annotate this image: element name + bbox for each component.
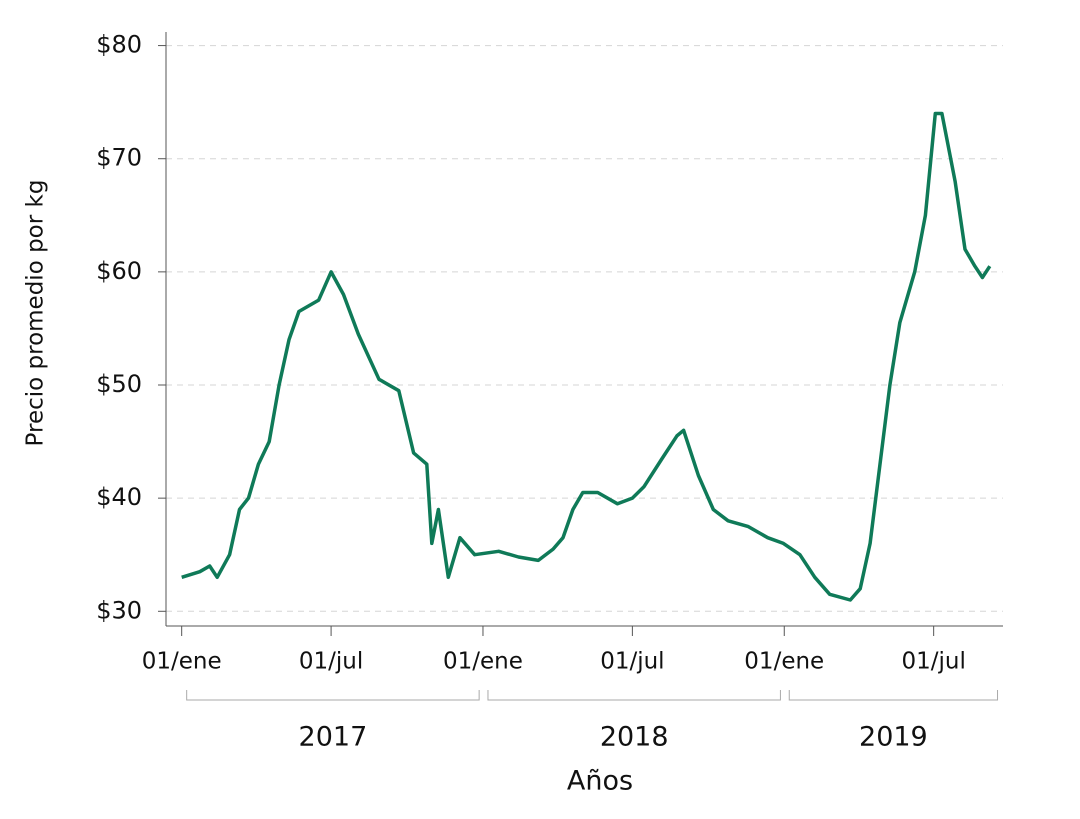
year-label: 2018: [600, 722, 669, 753]
y-tick-label: $80: [96, 31, 142, 59]
y-tick-label: $50: [96, 370, 142, 398]
year-label: 2017: [299, 722, 368, 753]
y-tick-label: $40: [96, 483, 142, 511]
year-bracket: [788, 690, 999, 701]
year-bracket: [487, 690, 781, 701]
x-tick-label: 01/jul: [600, 649, 664, 675]
x-tick-label: 01/ene: [744, 649, 824, 675]
y-axis-label: Precio promedio por kg: [23, 180, 49, 447]
x-tick-label: 01/jul: [299, 649, 363, 675]
x-axis-label: Años: [567, 766, 633, 797]
x-tick-label: 01/ene: [142, 649, 222, 675]
price-line: [181, 111, 992, 602]
year-label: 2019: [859, 722, 928, 753]
y-tick-label: $30: [96, 596, 142, 624]
x-tick-label: 01/ene: [443, 649, 523, 675]
x-tick-label: 01/jul: [901, 649, 965, 675]
y-tick-label: $70: [96, 144, 142, 172]
year-bracket: [186, 690, 480, 701]
y-tick-label: $60: [96, 257, 142, 285]
